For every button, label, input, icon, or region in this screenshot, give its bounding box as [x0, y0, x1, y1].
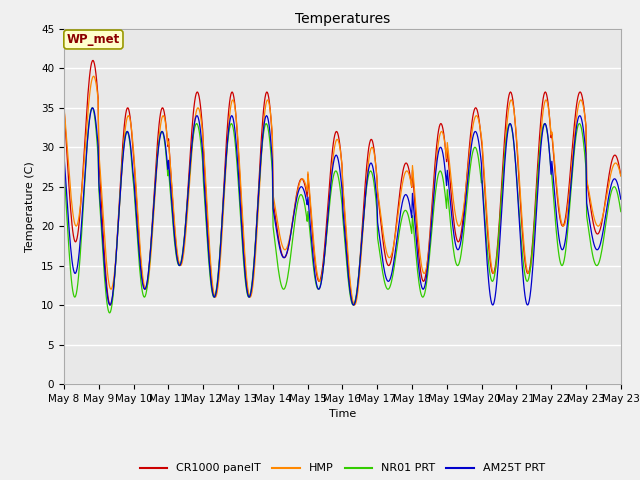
NR01 PRT	[60, 165, 68, 170]
AM25T PRT	[401, 192, 409, 198]
CR1000 panelT	[617, 173, 625, 179]
NR01 PRT	[401, 207, 409, 213]
NR01 PRT	[433, 182, 440, 188]
CR1000 panelT	[401, 161, 409, 167]
Text: WP_met: WP_met	[67, 33, 120, 46]
HMP	[401, 170, 409, 176]
Line: HMP: HMP	[64, 76, 621, 305]
CR1000 panelT	[89, 58, 97, 63]
Y-axis label: Temperature (C): Temperature (C)	[26, 161, 35, 252]
CR1000 panelT	[127, 120, 134, 126]
AM25T PRT	[256, 169, 264, 175]
AM25T PRT	[228, 113, 236, 119]
Line: AM25T PRT: AM25T PRT	[64, 108, 621, 305]
AM25T PRT	[60, 153, 68, 158]
HMP	[433, 157, 440, 163]
CR1000 panelT	[278, 251, 285, 257]
CR1000 panelT	[60, 105, 68, 110]
NR01 PRT	[617, 209, 625, 215]
Line: NR01 PRT: NR01 PRT	[64, 108, 621, 313]
HMP	[90, 73, 98, 79]
NR01 PRT	[278, 284, 285, 289]
HMP	[351, 302, 358, 308]
CR1000 panelT	[229, 91, 237, 96]
AM25T PRT	[126, 139, 134, 144]
HMP	[126, 117, 134, 122]
Title: Temperatures: Temperatures	[295, 12, 390, 26]
CR1000 panelT	[433, 145, 440, 151]
X-axis label: Time: Time	[329, 409, 356, 419]
HMP	[617, 173, 625, 179]
NR01 PRT	[88, 105, 96, 110]
CR1000 panelT	[107, 302, 115, 308]
CR1000 panelT	[257, 146, 264, 152]
HMP	[277, 239, 285, 244]
Line: CR1000 panelT: CR1000 panelT	[64, 60, 621, 305]
Legend: CR1000 panelT, HMP, NR01 PRT, AM25T PRT: CR1000 panelT, HMP, NR01 PRT, AM25T PRT	[135, 459, 550, 478]
NR01 PRT	[257, 159, 264, 165]
HMP	[228, 97, 236, 103]
NR01 PRT	[229, 125, 237, 131]
AM25T PRT	[617, 196, 625, 202]
AM25T PRT	[350, 302, 358, 308]
AM25T PRT	[88, 105, 96, 111]
HMP	[60, 104, 68, 110]
NR01 PRT	[106, 310, 113, 316]
HMP	[256, 176, 264, 181]
NR01 PRT	[127, 149, 134, 155]
AM25T PRT	[277, 250, 285, 256]
AM25T PRT	[433, 163, 440, 169]
